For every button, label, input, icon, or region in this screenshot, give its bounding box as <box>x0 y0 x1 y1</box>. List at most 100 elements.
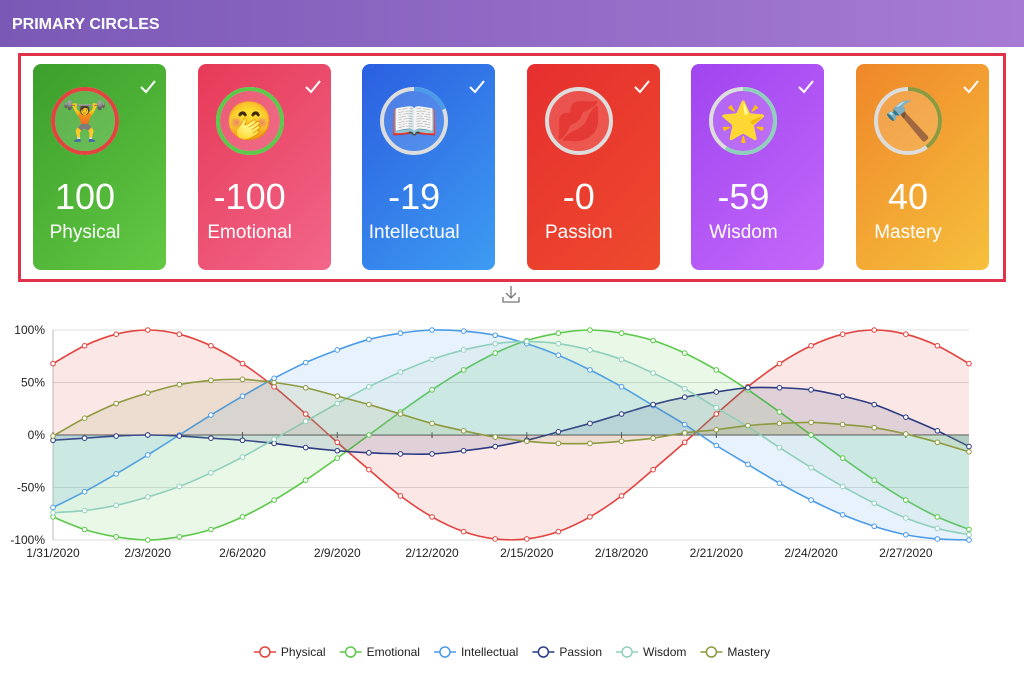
data-point <box>492 443 499 450</box>
data-point <box>144 432 151 438</box>
legend-label: Emotional <box>367 645 420 659</box>
legend-item[interactable]: Intellectual <box>433 645 518 659</box>
legend-item[interactable]: Passion <box>532 645 602 659</box>
data-point <box>839 512 846 518</box>
data-point <box>839 421 846 428</box>
y-tick-label: 0% <box>28 428 46 442</box>
circle-card[interactable]: 🤭 -100 Emotional <box>197 64 331 270</box>
data-point <box>871 327 878 333</box>
data-point <box>208 377 214 384</box>
circle-card[interactable]: 🌟 -59 Wisdom <box>691 64 825 270</box>
data-point <box>523 438 530 445</box>
data-point <box>397 411 404 417</box>
data-point <box>460 328 467 334</box>
data-point <box>650 435 656 441</box>
circle-card[interactable]: 💋 -0 Passion <box>526 64 660 270</box>
data-point <box>839 331 846 338</box>
data-point <box>776 360 783 367</box>
download-icon[interactable] <box>502 286 520 303</box>
data-point <box>587 440 593 447</box>
data-point <box>176 483 183 490</box>
data-point <box>523 536 530 542</box>
data-point <box>81 526 88 533</box>
data-point <box>239 437 246 444</box>
data-point <box>523 338 530 345</box>
circle-card[interactable]: 📖 -19 Intellectual <box>362 64 496 270</box>
data-point <box>50 504 56 511</box>
data-point <box>81 507 88 514</box>
series-line <box>52 329 970 541</box>
legend-marker <box>621 646 633 658</box>
area-fill <box>53 330 969 540</box>
data-point <box>81 435 88 441</box>
data-point <box>776 444 783 451</box>
data-point <box>966 443 972 450</box>
data-point <box>713 404 720 411</box>
legend-item[interactable]: Mastery <box>700 645 770 659</box>
check-icon <box>140 80 156 94</box>
circle-card[interactable]: 🔨 40 Mastery <box>856 64 989 270</box>
data-point <box>776 409 783 415</box>
data-point <box>208 470 214 476</box>
x-tick-label: 2/21/2020 <box>690 546 744 560</box>
data-point <box>113 400 119 407</box>
data-point <box>776 384 783 391</box>
progress-ring <box>51 87 119 155</box>
data-point <box>366 466 372 473</box>
circle-card[interactable]: 🏋️ 100 Physical <box>33 64 166 270</box>
y-tick-label: 100% <box>14 323 45 337</box>
legend-label: Wisdom <box>643 645 686 659</box>
data-point <box>397 369 404 375</box>
data-point <box>302 411 309 417</box>
data-point <box>429 327 435 333</box>
data-point <box>208 526 214 533</box>
data-point <box>334 439 341 446</box>
data-point <box>713 389 720 395</box>
data-point <box>492 536 499 542</box>
cards-frame <box>18 53 1006 282</box>
data-point <box>460 347 467 353</box>
card-value: 40 <box>887 176 929 217</box>
data-point <box>618 383 625 390</box>
legend-item[interactable]: Physical <box>253 645 326 659</box>
data-point <box>966 531 972 538</box>
y-tick-label: 50% <box>21 376 45 390</box>
data-point <box>681 386 688 392</box>
legend-item[interactable]: Emotional <box>339 645 420 659</box>
data-point <box>555 429 562 435</box>
progress-ring <box>380 87 449 155</box>
data-point <box>934 525 941 532</box>
data-point <box>144 327 151 333</box>
data-point <box>934 342 941 349</box>
card-label: Emotional <box>207 222 292 243</box>
legend-marker <box>705 646 718 658</box>
data-point <box>839 393 846 399</box>
data-point <box>871 477 878 483</box>
data-point <box>871 401 878 408</box>
data-point <box>429 387 435 393</box>
data-point <box>144 494 151 500</box>
progress-ring <box>709 87 778 155</box>
check-icon <box>798 80 815 94</box>
data-point <box>808 497 814 503</box>
data-point <box>618 411 625 417</box>
legend-label: Mastery <box>727 645 770 659</box>
x-tick-label: 1/31/2020 <box>26 546 80 560</box>
card-value: -100 <box>213 176 286 217</box>
data-point <box>587 327 593 333</box>
area-fill <box>53 329 969 540</box>
card-value: -59 <box>717 176 770 217</box>
data-point <box>239 360 246 367</box>
data-point <box>50 433 56 439</box>
data-point <box>397 330 404 336</box>
card-label: Passion <box>544 222 613 243</box>
data-point <box>113 471 119 477</box>
legend-item[interactable]: Wisdom <box>616 645 686 659</box>
data-point <box>618 330 625 336</box>
data-point <box>397 493 404 499</box>
data-point <box>81 488 88 495</box>
data-point <box>650 401 656 408</box>
data-point <box>839 483 846 490</box>
legend-marker <box>439 646 451 658</box>
data-point <box>302 444 309 451</box>
